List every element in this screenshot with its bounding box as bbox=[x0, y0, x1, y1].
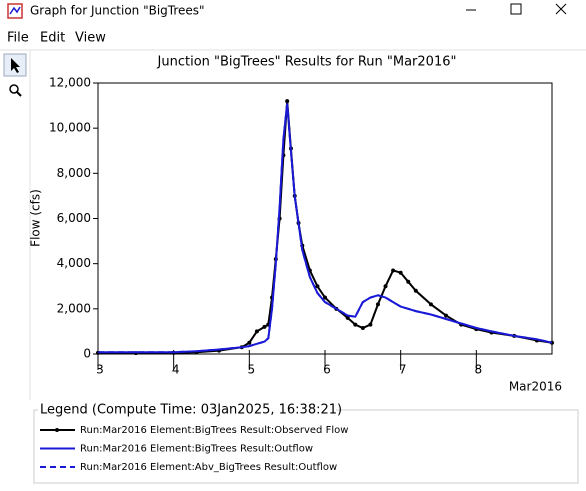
x-tick-label: 8 bbox=[475, 363, 483, 377]
data-point bbox=[360, 326, 365, 331]
plot-area bbox=[97, 82, 553, 355]
y-tick-label: 6,000 bbox=[57, 211, 91, 225]
y-axis-label: Flow (cfs) bbox=[29, 189, 43, 247]
legend-marker bbox=[55, 428, 59, 432]
x-axis-label: Mar2016 bbox=[509, 380, 562, 394]
menu-item[interactable]: View bbox=[75, 31, 106, 46]
data-point bbox=[383, 284, 388, 289]
app-icon bbox=[7, 3, 23, 19]
x-tick-label: 4 bbox=[172, 363, 180, 377]
data-point bbox=[345, 315, 350, 320]
app-icon-graph bbox=[9, 6, 21, 15]
data-point bbox=[391, 268, 396, 273]
data-point bbox=[444, 313, 449, 318]
window-title: Graph for Junction "BigTrees" bbox=[30, 4, 205, 18]
data-point bbox=[315, 284, 320, 289]
legend-title-bg bbox=[38, 402, 336, 418]
data-point bbox=[368, 322, 373, 327]
data-point bbox=[262, 324, 267, 329]
data-point bbox=[323, 295, 327, 300]
data-point bbox=[428, 302, 433, 307]
y-tick-label: 2,000 bbox=[57, 301, 91, 315]
zoom-tool[interactable] bbox=[9, 84, 19, 94]
chart-title: Junction "BigTrees" Results for Run "Mar… bbox=[157, 55, 457, 70]
series-line bbox=[98, 103, 553, 354]
data-point bbox=[398, 270, 403, 275]
y-tick-label: 10,000 bbox=[49, 121, 91, 135]
data-point bbox=[247, 340, 252, 345]
x-tick-label: 7 bbox=[399, 363, 407, 377]
legend-label: Run:Mar2016 Element:BigTrees Result:Obse… bbox=[80, 425, 348, 436]
menu-item[interactable]: Edit bbox=[40, 31, 65, 46]
y-tick-label: 0 bbox=[83, 347, 91, 361]
x-tick-label: 6 bbox=[323, 363, 331, 377]
data-point bbox=[413, 288, 418, 293]
y-tick-label: 12,000 bbox=[49, 76, 91, 90]
close-button[interactable] bbox=[555, 3, 567, 15]
x-tick-label: 3 bbox=[96, 363, 104, 377]
zoom-icon-handle bbox=[16, 91, 22, 97]
legend-label: Run:Mar2016 Element:BigTrees Result:Outf… bbox=[80, 444, 313, 455]
y-tick-label: 4,000 bbox=[57, 256, 91, 270]
x-tick-label: 5 bbox=[248, 363, 256, 377]
legend-title: Legend (Compute Time: 03Jan2025, 16:38:2… bbox=[40, 403, 342, 418]
data-point bbox=[285, 99, 290, 104]
legend-label: Run:Mar2016 Element:Abv_BigTrees Result:… bbox=[80, 462, 337, 473]
data-point bbox=[375, 302, 380, 307]
data-point bbox=[254, 329, 259, 334]
arrow-icon bbox=[11, 58, 20, 73]
maximize-button[interactable] bbox=[510, 3, 522, 15]
menu-item[interactable]: File bbox=[7, 31, 29, 46]
y-tick-label: 8,000 bbox=[57, 166, 91, 180]
data-point bbox=[406, 279, 411, 284]
data-point bbox=[353, 322, 358, 327]
